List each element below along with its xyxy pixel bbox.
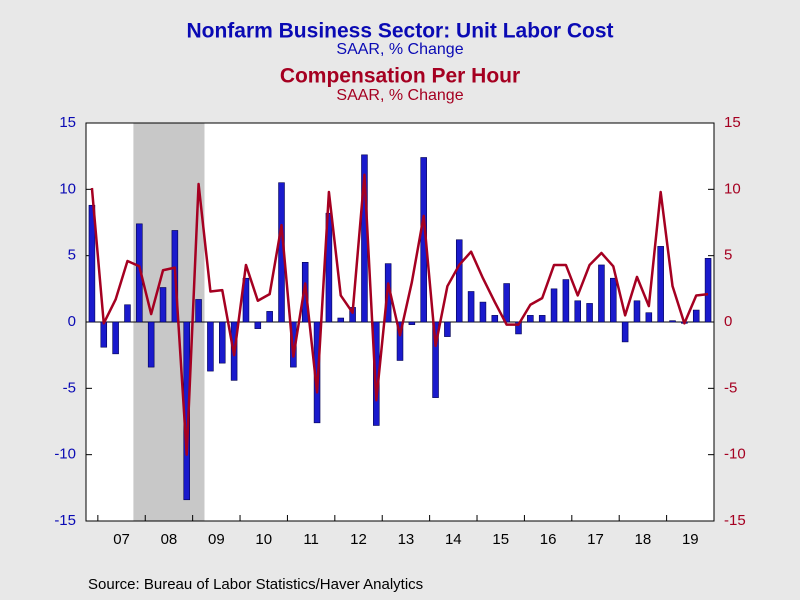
y-tick-label: 10 xyxy=(59,180,76,197)
chart-title: Compensation Per Hour xyxy=(280,65,520,88)
bar xyxy=(645,312,653,323)
y2-tick-label: 10 xyxy=(724,180,741,197)
bar xyxy=(704,258,712,323)
bar xyxy=(669,320,676,323)
bar xyxy=(195,299,202,323)
y-tick-label: -5 xyxy=(63,379,76,396)
bar xyxy=(455,239,463,323)
bar xyxy=(538,315,546,323)
bar xyxy=(147,321,155,368)
bar xyxy=(266,311,273,323)
bar xyxy=(136,223,143,323)
bar xyxy=(219,321,226,364)
bar xyxy=(491,315,499,323)
bar xyxy=(159,287,167,323)
bar xyxy=(408,321,416,325)
x-tick-label: 07 xyxy=(113,531,130,548)
y-tick-label: -15 xyxy=(54,512,76,529)
y2-tick-label: 15 xyxy=(724,114,741,131)
bar xyxy=(586,303,593,323)
bar xyxy=(88,204,96,323)
y2-tick-label: 5 xyxy=(724,247,732,264)
bar xyxy=(633,300,641,323)
bar xyxy=(100,321,108,348)
x-tick-label: 09 xyxy=(208,531,225,548)
bar xyxy=(515,321,522,335)
bar xyxy=(207,321,214,372)
bar xyxy=(574,300,581,323)
y-tick-label: 15 xyxy=(59,114,76,131)
bar xyxy=(124,304,131,323)
chart-title: Nonfarm Business Sector: Unit Labor Cost xyxy=(186,20,613,43)
bar xyxy=(479,301,487,323)
y-tick-label: 0 xyxy=(68,313,76,330)
x-tick-label: 18 xyxy=(635,531,652,548)
bar xyxy=(610,277,617,323)
bar xyxy=(621,321,629,343)
line xyxy=(90,173,709,456)
bar xyxy=(112,321,119,355)
bar xyxy=(396,321,404,361)
bar xyxy=(598,264,605,323)
bar xyxy=(432,321,439,398)
bar xyxy=(254,321,262,329)
bar xyxy=(550,288,558,323)
chart-subtitle: SAAR, % Change xyxy=(336,41,463,58)
bar xyxy=(242,277,250,323)
x-tick-label: 16 xyxy=(540,531,557,548)
bar xyxy=(562,279,570,323)
y2-tick-label: 0 xyxy=(724,313,732,330)
x-tick-label: 13 xyxy=(398,531,415,548)
x-tick-label: 10 xyxy=(255,531,272,548)
bar xyxy=(657,246,664,323)
plot-border xyxy=(85,122,715,522)
x-tick-label: 08 xyxy=(161,531,178,548)
bar xyxy=(337,317,345,323)
bar xyxy=(467,291,475,323)
y2-tick-label: -10 xyxy=(724,446,746,463)
bar xyxy=(527,315,534,323)
x-tick-label: 17 xyxy=(587,531,604,548)
x-tick-label: 19 xyxy=(682,531,699,548)
x-tick-label: 14 xyxy=(445,531,462,548)
x-tick-label: 15 xyxy=(492,531,509,548)
x-tick-label: 11 xyxy=(303,531,319,548)
chart-subtitle: SAAR, % Change xyxy=(336,87,463,104)
y-tick-label: -10 xyxy=(54,446,76,463)
bar xyxy=(503,283,510,323)
source-note: Source: Bureau of Labor Statistics/Haver… xyxy=(88,576,423,593)
bar xyxy=(444,321,451,337)
bar xyxy=(692,309,700,323)
y2-tick-label: -15 xyxy=(724,512,746,529)
y-tick-label: 5 xyxy=(68,247,76,264)
y2-tick-label: -5 xyxy=(724,379,737,396)
x-tick-label: 12 xyxy=(350,531,367,548)
